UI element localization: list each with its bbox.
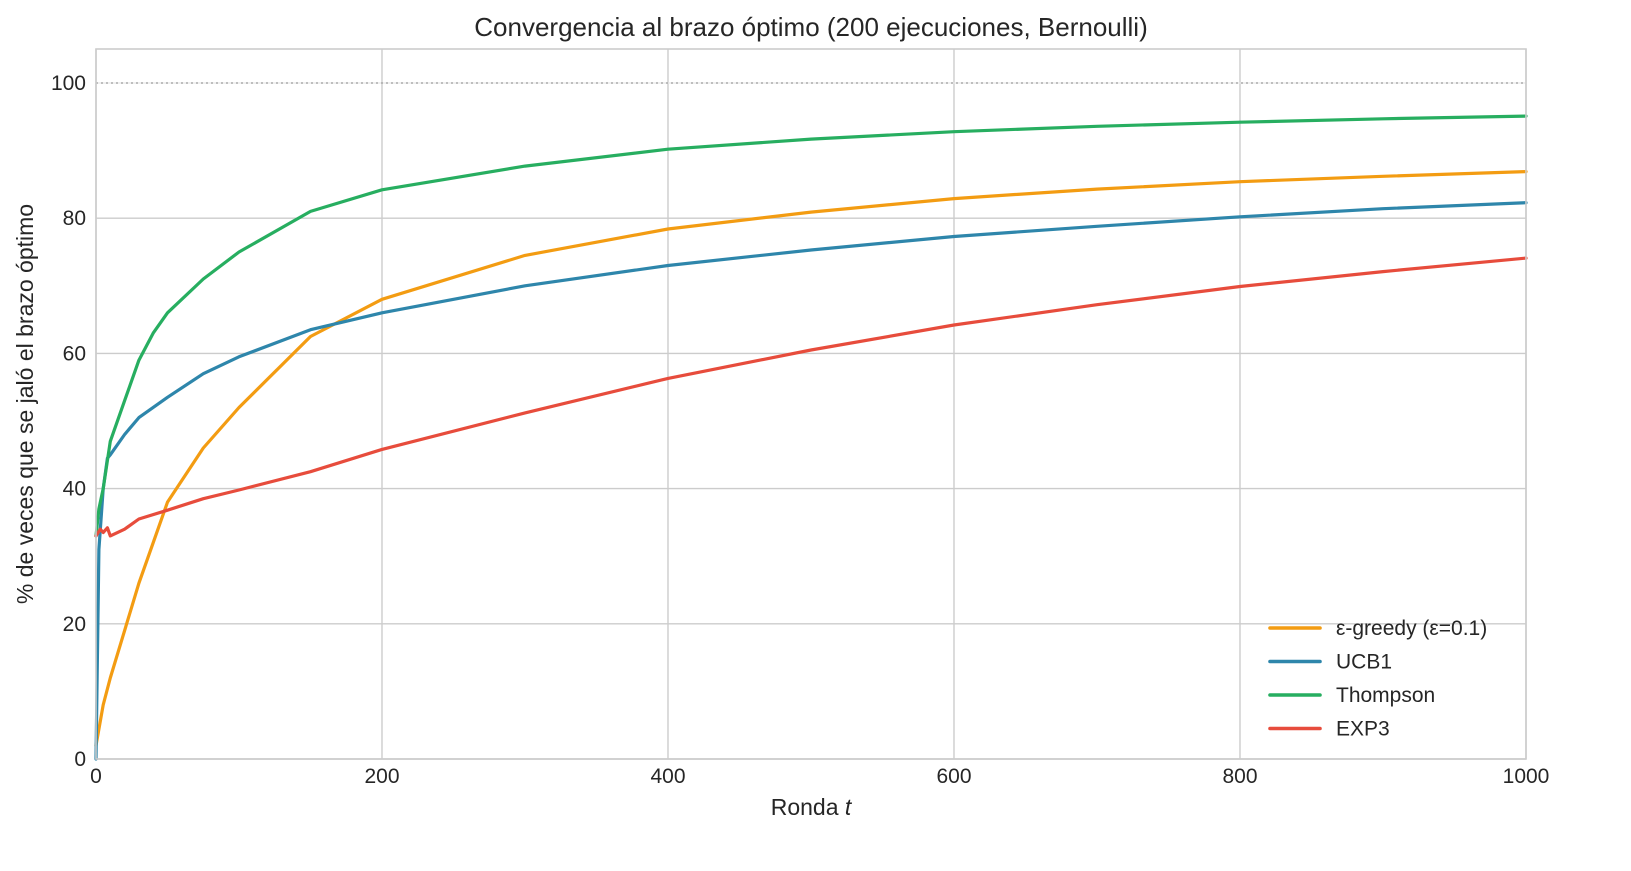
- x-tick-label: 1000: [1503, 765, 1550, 788]
- plot-frame: [95, 48, 1527, 760]
- y-axis-ticks: 0 20 40 60 80 100: [51, 72, 86, 771]
- legend-label: Thompson: [1336, 684, 1435, 707]
- legend-label: EXP3: [1336, 718, 1390, 741]
- x-axis-label-var: t: [845, 794, 853, 820]
- legend: ε-greedy (ε=0.1) UCB1 Thompson EXP3: [1268, 617, 1487, 741]
- chart-title: Convergencia al brazo óptimo (200 ejecuc…: [474, 12, 1148, 42]
- legend-label: UCB1: [1336, 651, 1392, 674]
- y-axis-label: % de veces que se jaló el brazo óptimo: [12, 204, 38, 604]
- y-tick-label: 0: [74, 748, 86, 771]
- x-tick-label: 200: [364, 765, 399, 788]
- legend-item: ε-greedy (ε=0.1): [1268, 617, 1487, 640]
- series-line-0: [94, 170, 1528, 748]
- legend-label: ε-greedy (ε=0.1): [1336, 617, 1487, 640]
- y-tick-label: 100: [51, 72, 86, 95]
- y-tick-label: 60: [63, 342, 86, 365]
- legend-item: Thompson: [1268, 684, 1435, 707]
- x-tick-label: 800: [1222, 765, 1257, 788]
- y-tick-label: 80: [63, 207, 86, 230]
- series-lines: [94, 114, 1528, 761]
- x-axis-label: Ronda t: [771, 794, 853, 820]
- x-tick-label: 0: [90, 765, 102, 788]
- x-tick-label: 600: [936, 765, 971, 788]
- series-line-3: [94, 256, 1528, 538]
- plot-area: [94, 48, 1528, 761]
- legend-item: UCB1: [1268, 651, 1392, 674]
- x-tick-label: 400: [650, 765, 685, 788]
- y-tick-label: 40: [63, 478, 86, 501]
- y-tick-label: 20: [63, 613, 86, 636]
- x-axis-ticks: 0 200 400 600 800 1000: [90, 765, 1549, 788]
- legend-item: EXP3: [1268, 718, 1390, 741]
- x-axis-label-text: Ronda: [771, 794, 839, 820]
- series-line-2: [94, 114, 1528, 538]
